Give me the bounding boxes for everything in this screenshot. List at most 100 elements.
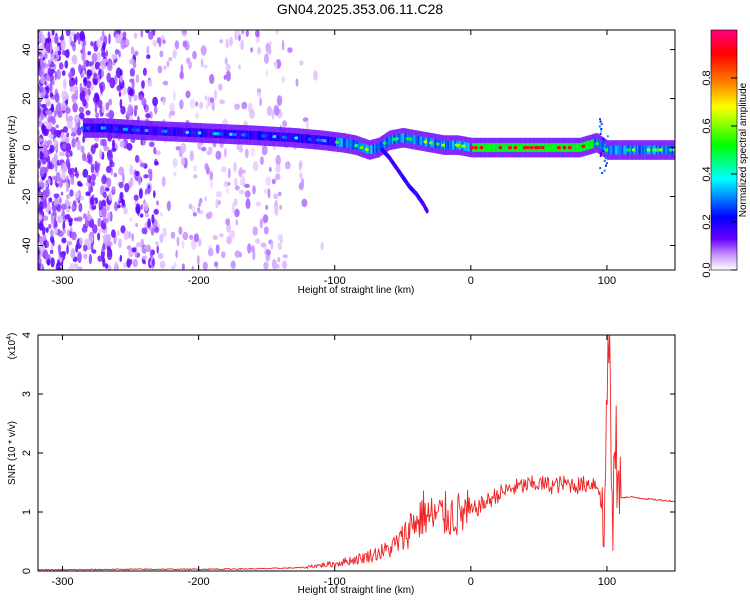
spectrogram-noise-blob — [153, 190, 156, 199]
spectrogram-noise-blob — [182, 231, 189, 241]
spectrogram-spike-mark — [600, 123, 603, 126]
spectrogram-noise-blob — [97, 99, 103, 109]
spectrogram-ridge-band — [494, 143, 496, 152]
spectrogram-noise-blob — [141, 80, 145, 89]
spectrogram-noise-blob — [259, 156, 264, 165]
spectrogram-ridge-band — [519, 143, 522, 152]
spectrogram-ridge-peak — [136, 128, 142, 132]
spectrogram-ridge-band — [612, 145, 614, 155]
spectrogram-ridge-band — [477, 143, 480, 152]
spectrogram-ridge-band — [227, 129, 229, 139]
spectrogram-ridge-band — [371, 144, 374, 154]
spectrogram-ridge-band — [97, 123, 100, 133]
spectrogram-noise-blob — [129, 217, 132, 222]
spectrogram-ridge-peak — [359, 146, 365, 150]
spectrogram-ridge-band — [157, 126, 160, 136]
spectrogram-noise-blob — [154, 161, 159, 166]
spectrogram-ridge-peak — [581, 144, 587, 148]
spectrogram-noise-blob — [78, 202, 83, 213]
spectrogram-noise-blob — [92, 249, 97, 254]
spectrogram-noise-blob — [151, 214, 155, 224]
spectrogram-noise-blob — [235, 219, 238, 226]
spectrogram-noise-blob — [199, 101, 204, 110]
spectrogram-ridge-band — [340, 138, 342, 147]
spectrogram-noise-blob — [111, 147, 117, 152]
spectrogram-noise-blob — [78, 106, 85, 113]
spectrogram-noise-blob — [263, 261, 269, 270]
spectrogram-noise-blob — [41, 103, 47, 108]
spectrogram-ridge-band — [372, 144, 375, 154]
spectrogram-ridge-band — [288, 133, 290, 142]
spectrogram-ridge-band — [590, 139, 593, 149]
spectrogram-noise-blob — [45, 74, 50, 81]
spectrogram-noise-blob — [301, 178, 305, 186]
spectrogram-ridge-band — [201, 128, 203, 138]
spectrogram-ridge-peak — [408, 137, 414, 141]
spectrogram-noise-blob — [128, 94, 132, 103]
spectrogram-noise-blob — [158, 37, 162, 48]
spectrogram-ridge-peak — [646, 148, 652, 152]
spectrogram-ridge-band — [277, 132, 280, 142]
spectrogram-noise-blob — [49, 82, 53, 93]
spectrogram-noise-blob — [79, 82, 83, 94]
spectrogram-noise-blob — [281, 39, 285, 51]
spectrogram-noise-blob — [313, 70, 318, 81]
spectrogram-noise-blob — [69, 86, 75, 93]
spectrogram-ridge-band — [664, 145, 666, 155]
spectrogram-ridge-band — [577, 143, 579, 152]
spectrogram-ridge-band — [578, 143, 580, 152]
spectrogram-noise-blob — [239, 178, 244, 186]
spectrogram-ridge-band — [575, 143, 578, 152]
spectrogram-noise-blob — [271, 178, 276, 185]
spectrogram-ridge-band — [483, 143, 485, 152]
spectrogram-noise-blob — [153, 146, 157, 155]
spectrogram-ridge-band — [484, 143, 486, 152]
spectrogram-noise-blob — [98, 228, 104, 233]
spectrogram-ridge-band — [182, 127, 184, 137]
spectrogram-noise-blob — [51, 79, 55, 86]
spectrogram-noise-blob — [138, 188, 143, 199]
spectrogram-noise-blob — [188, 203, 193, 210]
spectrogram-noise-blob — [234, 103, 240, 110]
spectrogram-ridge-peak — [262, 134, 268, 138]
spectrogram-noise-blob — [179, 71, 184, 80]
spectrogram-noise-blob — [245, 198, 251, 210]
spectrogram-noise-blob — [61, 70, 66, 76]
spectrogram-noise-blob — [83, 253, 88, 260]
spectrogram-noise-blob — [212, 234, 218, 241]
spectrogram-noise-blob — [48, 223, 52, 230]
spectrogram-noise-blob — [221, 166, 227, 173]
spectrogram-y-tick-label: 0 — [21, 144, 33, 150]
spectrogram-noise-blob — [185, 90, 191, 99]
spectrogram-ridge-band — [552, 143, 555, 152]
spectrogram-noise-blob — [241, 101, 248, 110]
spectrogram-noise-blob — [60, 102, 67, 112]
spectrogram-ridge-band — [517, 143, 519, 152]
spectrogram-noise-blob — [162, 97, 166, 106]
spectrogram-noise-blob — [67, 168, 72, 175]
spectrogram-noise-blob — [123, 262, 128, 268]
spectrogram-noise-blob — [134, 154, 140, 163]
spectrogram-noise-blob — [102, 41, 106, 52]
spectrogram-noise-blob — [54, 54, 57, 59]
spectrogram-noise-blob — [193, 233, 199, 243]
spectrogram-ridge-band — [92, 123, 94, 133]
spectrogram-noise-blob — [38, 137, 43, 143]
spectrogram-noise-blob — [75, 76, 78, 86]
spectrogram-ridge-peak — [80, 126, 86, 130]
spectrogram-noise-blob — [249, 108, 255, 119]
spectrogram-noise-blob — [84, 220, 88, 227]
spectrogram-ridge-band — [421, 136, 424, 146]
spectrogram-noise-blob — [107, 152, 113, 162]
spectrogram-noise-blob — [102, 191, 107, 199]
snr-y-axis-label: SNR (10 * v/v) — [7, 421, 18, 485]
spectrogram-ridge-peak — [335, 140, 340, 144]
spectrogram-noise-blob — [192, 174, 198, 179]
spectrogram-noise-blob — [42, 202, 48, 209]
spectrogram-ridge-band — [96, 123, 99, 133]
spectrogram-noise-blob — [216, 191, 222, 198]
spectrogram-noise-blob — [58, 197, 62, 205]
spectrogram-noise-blob — [55, 45, 60, 52]
spectrogram-noise-blob — [103, 218, 109, 224]
spectrogram-ridge-band — [269, 131, 271, 141]
